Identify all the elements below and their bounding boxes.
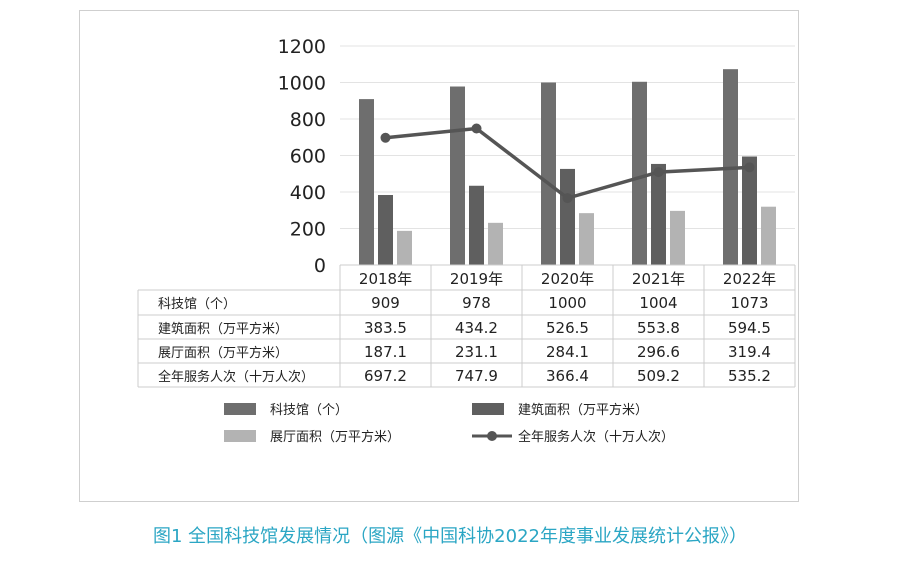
bar-2-2022年 [742, 156, 757, 265]
table-cell: 509.2 [637, 367, 680, 385]
visitors-point [380, 132, 391, 143]
table-cell: 535.2 [728, 367, 771, 385]
y-tick-label: 1000 [278, 73, 326, 95]
bar-1-2020年 [541, 82, 556, 265]
table-cell: 1000 [548, 294, 586, 312]
legend-label: 建筑面积（万平方米） [518, 402, 648, 418]
legend: 科技馆（个） 建筑面积（万平方米） 展厅面积（万平方米） 全年服务人次（十万人次） [224, 402, 674, 445]
bar-2-2019年 [469, 185, 484, 265]
table-cell: 187.1 [364, 343, 407, 361]
table-cell: 319.4 [728, 343, 771, 361]
legend-label: 全年服务人次（十万人次） [518, 429, 674, 445]
legend-swatch [224, 430, 256, 442]
visitors-point [471, 123, 482, 134]
table-cell: 284.1 [546, 343, 589, 361]
table-cell: 366.4 [546, 367, 589, 385]
table-row-label: 科技馆（个） [158, 297, 236, 312]
figure-caption: 图1 全国科技馆发展情况（图源《中国科协2022年度事业发展统计公报》） [153, 526, 747, 547]
table-cell: 697.2 [364, 367, 407, 385]
legend-label: 展厅面积（万平方米） [270, 429, 400, 445]
bar-2-2018年 [378, 195, 393, 265]
x-tick-label: 2018年 [359, 270, 412, 288]
bar-3-2022年 [761, 206, 776, 265]
table-row-label: 建筑面积（万平方米） [158, 321, 288, 337]
visitors-point [744, 162, 755, 173]
table-cell: 747.9 [455, 367, 498, 385]
table-cell: 1004 [639, 294, 677, 312]
table-cell: 978 [462, 294, 491, 312]
bar-3-2018年 [397, 230, 412, 265]
bar-3-2019年 [488, 222, 503, 265]
bar-3-2021年 [670, 210, 685, 265]
table-cell: 296.6 [637, 343, 680, 361]
y-tick-label: 400 [290, 182, 326, 204]
table-cell: 553.8 [637, 319, 680, 337]
bar-1-2021年 [632, 81, 647, 266]
bar-2-2021年 [651, 163, 666, 265]
x-tick-label: 2020年 [541, 270, 594, 288]
table-row-label: 展厅面积（万平方米） [158, 345, 288, 361]
visitors-point [653, 167, 664, 178]
bar-1-2018年 [359, 99, 374, 265]
table-cell: 434.2 [455, 319, 498, 337]
table-cell: 231.1 [455, 343, 498, 361]
bar-1-2019年 [450, 86, 465, 265]
table-cell: 526.5 [546, 319, 589, 337]
x-tick-label: 2022年 [723, 270, 776, 288]
y-tick-label: 800 [290, 109, 326, 131]
y-tick-label: 200 [290, 219, 326, 241]
bars [359, 69, 776, 266]
line-series [380, 123, 755, 204]
chart-frame [79, 10, 799, 502]
table-cell: 909 [371, 294, 400, 312]
visitors-point [562, 193, 573, 204]
table-cell: 383.5 [364, 319, 407, 337]
table-cell: 1073 [730, 294, 768, 312]
legend-swatch-marker [487, 431, 497, 441]
table-row-label: 全年服务人次（十万人次） [158, 369, 314, 385]
y-tick-label: 1200 [278, 36, 326, 58]
y-tick-label: 600 [290, 146, 326, 168]
legend-swatch [224, 403, 256, 415]
bar-3-2020年 [579, 213, 594, 265]
x-tick-label: 2019年 [450, 270, 503, 288]
y-tick-label: 0 [314, 255, 326, 277]
table-cell: 594.5 [728, 319, 771, 337]
legend-swatch [472, 403, 504, 415]
x-tick-label: 2021年 [632, 270, 685, 288]
y-axis: 0 200 400 600 800 1000 1200 [278, 36, 326, 277]
legend-label: 科技馆（个） [270, 403, 348, 418]
bar-2-2020年 [560, 168, 575, 265]
